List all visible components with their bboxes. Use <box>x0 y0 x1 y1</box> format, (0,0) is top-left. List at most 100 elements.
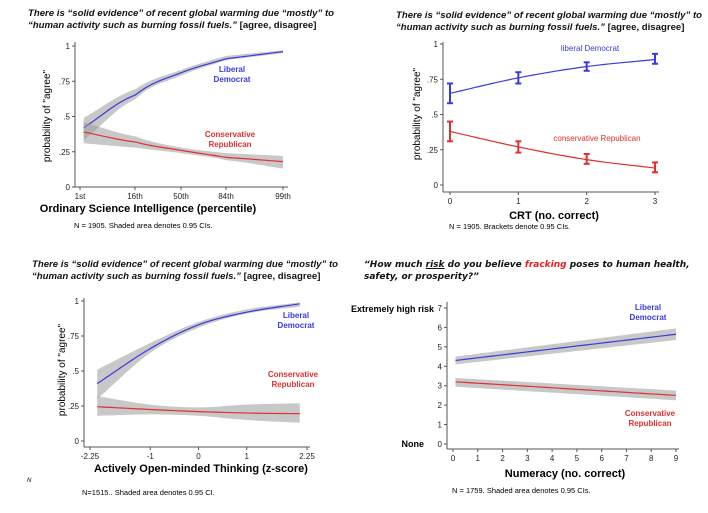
panel2-y-tick-label: .5 <box>431 111 438 120</box>
panel1-note: N = 1905. Shaded area denotes 0.95 CIs. <box>74 221 213 230</box>
panel1-x-tick-label: 84th <box>218 192 234 201</box>
panel1-x-tick-label: 1st <box>75 192 86 201</box>
panel4-x-tick-label: 7 <box>624 454 629 463</box>
panel4-y-tick-label: 5 <box>438 343 443 352</box>
panel1-series-liberal-label-line: Liberal <box>219 65 245 74</box>
panel2-series-liberal-label-line: liberal Democrat <box>561 44 620 53</box>
panel1-series-liberal-label-line: Democrat <box>214 75 251 84</box>
panel4-y-tick-label: 2 <box>438 401 443 410</box>
panel3-series-conservative-label-line: Republican <box>271 380 314 389</box>
panel1-series-conservative-ci-band <box>83 122 284 169</box>
panel4-series-liberal-label-line: Liberal <box>635 303 661 312</box>
panel1-series-liberal-line <box>83 51 284 129</box>
panel4-y-tick-label: 7 <box>438 304 443 313</box>
panel1-ylabel: probability of "agree" <box>42 69 53 162</box>
panel4-series-conservative-label-line: Conservative <box>625 409 676 418</box>
panel1-series-conservative-label-line: Conservative <box>205 130 256 139</box>
panel3-title: There is “solid evidence” of recent glob… <box>32 259 338 282</box>
panel4-series-conservative-line <box>455 381 677 397</box>
panel3-x-tick-label: -1 <box>147 452 155 461</box>
panel1-x-tick-label: 99th <box>275 192 291 201</box>
panel3-x-tick-label: 1 <box>244 452 249 461</box>
panel3-x-tick-label: 0 <box>196 452 201 461</box>
panel1-series-conservative-label: Conservative Republican <box>205 130 256 149</box>
panel4-y-tick-label: 0 <box>438 440 443 449</box>
panel1-series-conservative-line <box>83 131 284 163</box>
panel3-y-tick-label: 0 <box>75 437 80 446</box>
panel3-series-conservative-label: Conservative Republican <box>268 370 319 389</box>
panel3-y-tick-label: .75 <box>68 332 80 341</box>
stray-mark: N <box>27 478 32 484</box>
panel1-y-tick-label: .75 <box>59 77 71 86</box>
panel4-series-liberal-line <box>455 333 677 362</box>
panel1-series-liberal-label: Liberal Democrat <box>214 65 251 84</box>
panel3-series-conservative-ci-band <box>97 396 300 423</box>
panel1-y-tick-label: .25 <box>59 148 71 157</box>
panel3-y-tick-label: .25 <box>68 402 80 411</box>
panel3-series-conservative-label-line: Conservative <box>268 370 319 379</box>
panel4-series-liberal-ci-band <box>455 328 676 365</box>
panel1-xlabel: Ordinary Science Intelligence (percentil… <box>40 203 257 215</box>
panel2-x-tick-label: 2 <box>584 197 589 206</box>
panel4-x-tick-label: 3 <box>525 454 530 463</box>
panel3-xlabel: Actively Open-minded Thinking (z-score) <box>94 463 308 475</box>
panel4-series-conservative-label: Conservative Republican <box>625 409 676 428</box>
panel4-ylabel-top: Extremely high risk <box>351 304 435 314</box>
panel4-x-tick-label: 1 <box>476 454 481 463</box>
panel3-series-liberal-label-line: Liberal <box>283 311 309 320</box>
panel4-y-tick-label: 3 <box>438 382 443 391</box>
panel1-series-conservative-label-line: Republican <box>208 140 251 149</box>
panel1-title: There is “solid evidence” of recent glob… <box>28 8 334 31</box>
panel4-x-tick-label: 0 <box>451 454 456 463</box>
panel3-series-liberal-label: Liberal Democrat <box>278 311 315 330</box>
panel4-y-tick-label: 1 <box>438 421 443 430</box>
panel1-x-tick-label: 50th <box>173 192 189 201</box>
panel2-note: N = 1905. Brackets denote 0.95 CIs. <box>449 222 570 231</box>
panel2-y-tick-label: .25 <box>427 146 439 155</box>
panel2-ylabel: probability of "agree" <box>412 67 423 160</box>
panel4-y-tick-label: 6 <box>438 323 443 332</box>
panel4-x-tick-label: 8 <box>649 454 654 463</box>
panel2-xlabel: CRT (no. correct) <box>509 210 599 222</box>
panel4-xlabel: Numeracy (no. correct) <box>505 468 626 480</box>
panel2-y-tick-label: 1 <box>434 40 439 49</box>
panel4-series-liberal-label: Liberal Democrat <box>630 303 667 322</box>
panel4-x-tick-label: 6 <box>599 454 604 463</box>
panel3-x-tick-label: -2.25 <box>81 452 100 461</box>
panel3-series-liberal-label-line: Democrat <box>278 321 315 330</box>
panel3-series-liberal-line <box>96 303 300 385</box>
panel2-series-liberal-line <box>449 58 656 94</box>
panel3-x-tick-label: 2.25 <box>299 452 315 461</box>
panel4-note: N = 1759. Shaded area denotes 0.95 CIs. <box>452 486 591 495</box>
panel2-x-tick-label: 3 <box>653 197 658 206</box>
panel4-x-tick-label: 4 <box>550 454 555 463</box>
panel1-y-tick-label: .5 <box>63 113 70 122</box>
panel3-ylabel: probability of "agree" <box>57 323 68 416</box>
panel1-x-tick-label: 16th <box>127 192 143 201</box>
panel1-y-tick-label: 1 <box>66 42 71 51</box>
panel3-y-tick-label: .5 <box>72 367 79 376</box>
panel2-y-tick-label: 0 <box>434 181 439 190</box>
panel1-series-liberal-ci-band <box>83 50 284 141</box>
panel2-series-conservative-label: conservative Republican <box>553 134 640 143</box>
panel2-series-conservative-line <box>449 130 656 169</box>
panel2-y-tick-label: .75 <box>427 75 439 84</box>
panel4-series-conservative-label-line: Republican <box>628 419 671 428</box>
panel3-note: N=1515.. Shaded area denotes 0.95 CI. <box>82 488 215 497</box>
panel4-ylabel-bottom: None <box>402 439 425 449</box>
panel2-series-liberal-label: liberal Democrat <box>561 44 620 53</box>
panel2-x-tick-label: 1 <box>516 197 521 206</box>
panel2-title: There is “solid evidence” of recent glob… <box>396 10 702 33</box>
panel4-title: “How much risk do you believe fracking p… <box>364 260 690 282</box>
panel3-y-tick-label: 1 <box>75 297 80 306</box>
panel4-y-tick-label: 4 <box>438 362 443 371</box>
panel3-series-conservative-line <box>97 406 300 415</box>
panel3-series-liberal-ci-band <box>97 302 300 399</box>
panel4-series-liberal-label-line: Democrat <box>630 313 667 322</box>
panel1-y-tick-label: 0 <box>66 183 71 192</box>
panel4-x-tick-label: 5 <box>575 454 580 463</box>
panel4-x-tick-label: 2 <box>500 454 505 463</box>
panel4-x-tick-label: 9 <box>674 454 679 463</box>
